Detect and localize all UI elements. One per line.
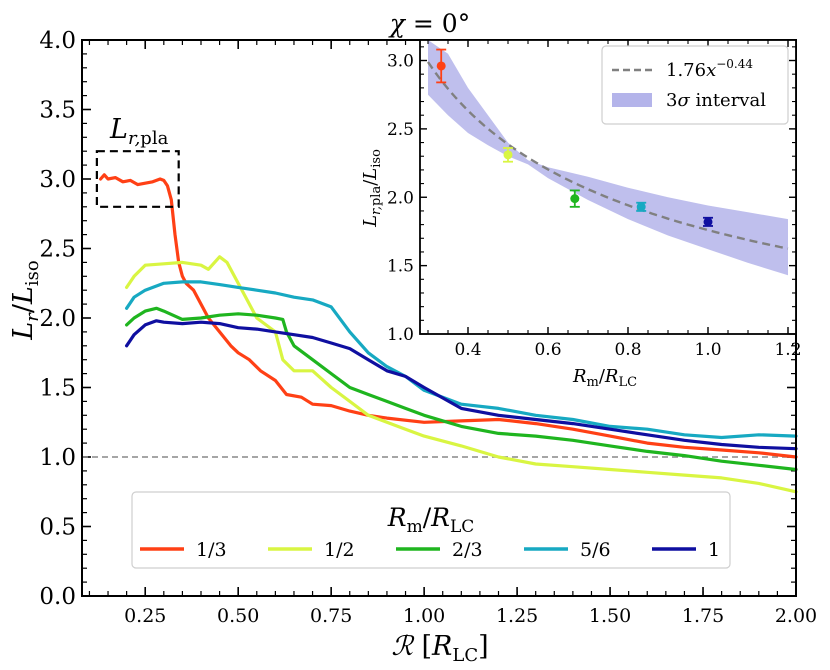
main-legend-title: Rm/RLC: [387, 503, 475, 537]
plateau-annotation-label: Lr,pla: [109, 114, 169, 149]
plateau-annotation-box: [95, 150, 180, 208]
inset-legend-band-label: 3σ interval: [666, 90, 766, 111]
main-series: [98, 173, 798, 494]
series-line-3: [124, 280, 798, 440]
inset-xtick-label: 1.0: [694, 340, 721, 360]
main-xtick-label: 1.50: [589, 605, 631, 627]
main-ytick-label: 4.0: [39, 28, 76, 54]
main-ytick-label: 0.0: [39, 584, 76, 610]
main-xlabel: ℛ [RLC]: [391, 631, 488, 666]
legend-label-1: 1/2: [324, 539, 355, 561]
inset-xtick-label: 1.2: [774, 340, 801, 360]
inset-legend-band-swatch: [612, 93, 652, 107]
main-xtick-label: 2.00: [775, 605, 817, 627]
inset-ytick-label: 1.5: [387, 257, 414, 277]
legend-label-3: 5/6: [580, 539, 611, 561]
main-xtick-label: 1.75: [682, 605, 724, 627]
main-legend-entries: 1/3 1/2 2/3 5/6 1: [140, 539, 720, 561]
series-line-2: [124, 306, 798, 472]
inset-points: [436, 48, 713, 227]
legend-label-2: 2/3: [452, 539, 483, 561]
inset-ytick-label: 3.0: [387, 52, 414, 72]
data-point-2: [570, 194, 580, 204]
main-ylabel: Lr/Liso: [8, 260, 43, 340]
main-ytick-label: 0.5: [39, 515, 76, 541]
main-ytick-label: 3.5: [39, 98, 76, 124]
main-xtick-label: 0.50: [217, 605, 259, 627]
legend-label-4: 1: [708, 539, 720, 561]
inset-plot: 0.4 0.6 0.8 1.0 1.2 1.0 1.5 2.0 2.5 3.0 χ = 0° Lr…: [360, 9, 802, 390]
inset-xtick-label: 0.4: [454, 340, 481, 360]
series-line-4: [124, 319, 798, 451]
inset-xtick-label: 0.6: [534, 340, 561, 360]
inset-xtick-label: 0.8: [614, 340, 641, 360]
main-plot: 0.25 0.50 0.75 1.00 1.25 1.50 1.75 2.00 0.0 0.5 1.…: [8, 28, 817, 666]
main-legend: Rm/RLC 1/3 1/2 2/3 5/6 1: [131, 491, 731, 569]
series-line-0: [98, 173, 798, 459]
sigma-band: [428, 40, 788, 276]
main-ytick-label: 1.5: [39, 376, 76, 402]
fit-curve: [427, 61, 789, 250]
main-ytick-label: 1.0: [39, 445, 76, 471]
legend-label-0: 1/3: [196, 539, 227, 561]
data-point-4: [703, 217, 713, 227]
main-ytick-label: 3.0: [39, 167, 76, 193]
data-point-3: [636, 202, 646, 212]
main-xtick-label: 1.00: [403, 605, 445, 627]
series-line-1: [124, 255, 798, 494]
inset-legend-frame: [601, 45, 789, 125]
inset-title: χ = 0°: [388, 9, 470, 38]
data-point-1: [503, 150, 513, 160]
main-xtick-label: 1.25: [496, 605, 538, 627]
inset-ytick-label: 2.0: [387, 188, 414, 208]
inset-legend: 1.76x−0.44 3σ interval: [601, 45, 789, 125]
main-xtick-label: 0.25: [124, 605, 166, 627]
inset-plot-frame: [419, 39, 797, 335]
inset-xlabel: Rm/RLC: [572, 366, 637, 390]
inset-ticks: 0.4 0.6 0.8 1.0 1.2 1.0 1.5 2.0 2.5 3.0: [387, 40, 802, 360]
main-ticks: 0.25 0.50 0.75 1.00 1.25 1.50 1.75 2.00 0.0 0.5 1.…: [39, 28, 817, 627]
main-ytick-label: 2.0: [39, 306, 76, 332]
inset-ylabel: Lr,pla/Liso: [360, 149, 384, 228]
inset-ytick-label: 1.0: [387, 325, 414, 345]
data-point-0: [436, 61, 446, 71]
inset-ytick-label: 2.5: [387, 120, 414, 140]
main-xtick-label: 0.75: [310, 605, 352, 627]
main-ytick-label: 2.5: [39, 237, 76, 263]
